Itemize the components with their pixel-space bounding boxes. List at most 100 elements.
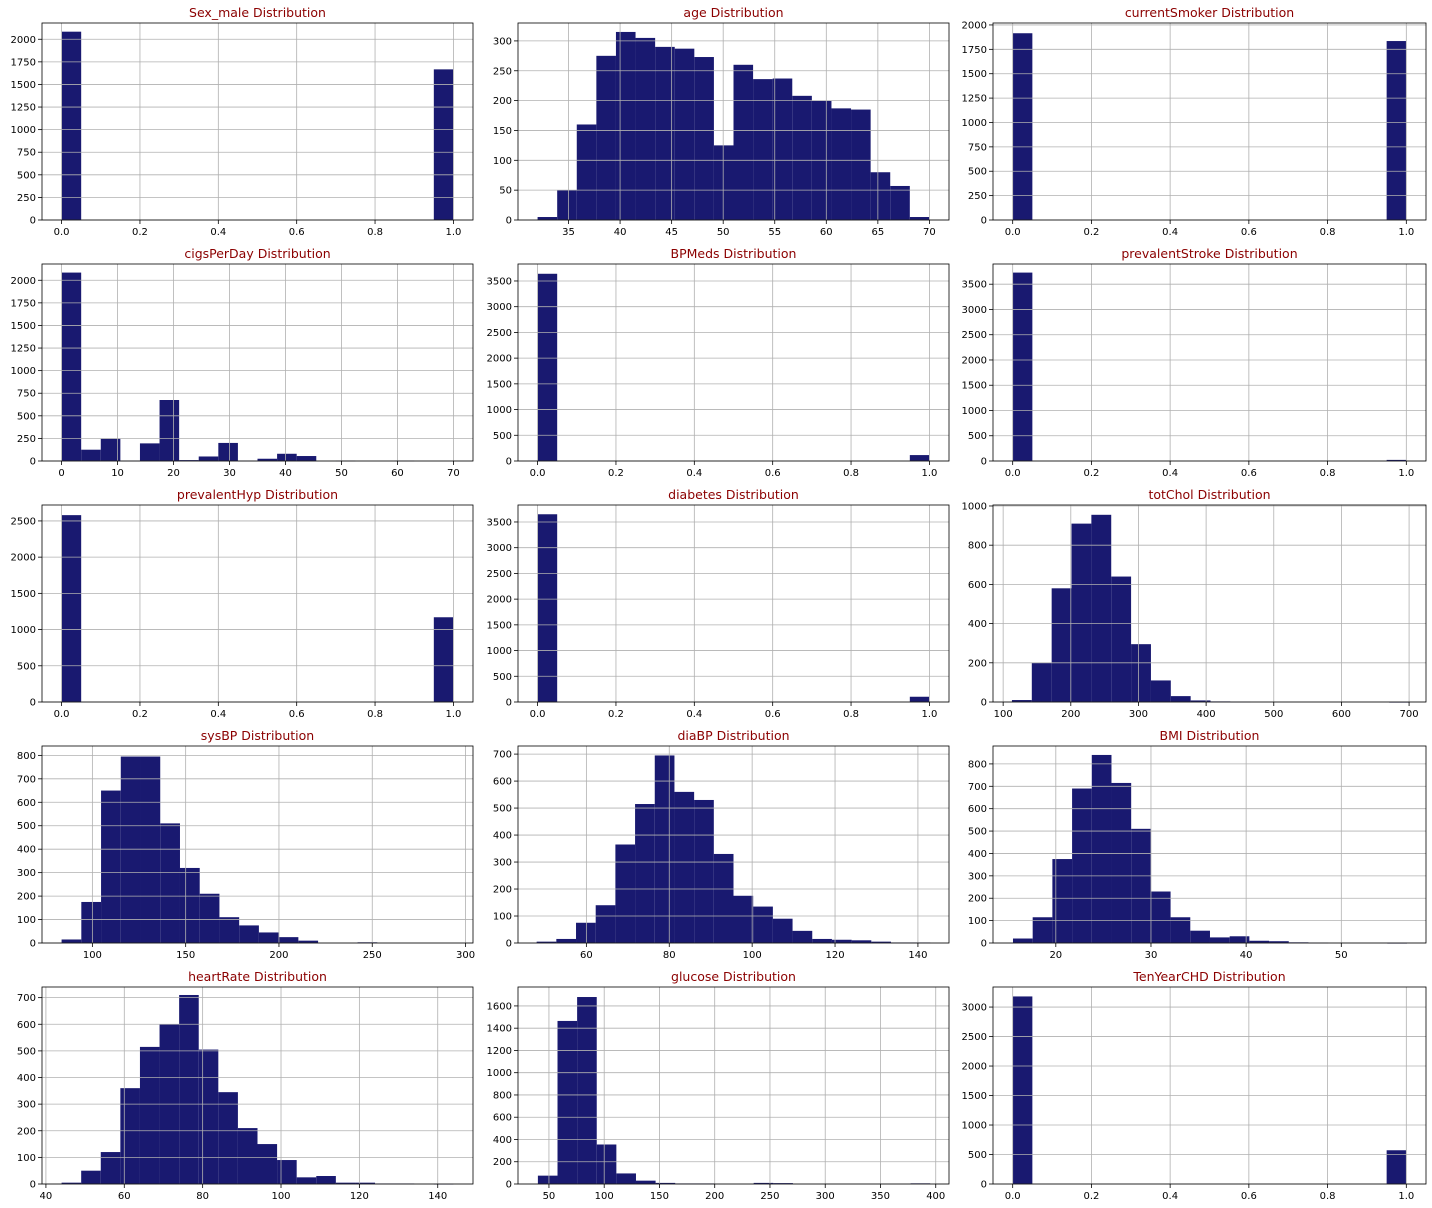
histogram-bar [101,790,121,943]
histogram-bar [160,823,180,943]
y-tick-label: 1000 [962,1121,987,1132]
y-tick-label: 2500 [962,330,987,341]
histogram-bar [831,939,852,943]
histogram-bar [298,940,319,943]
y-tick-label: 600 [493,1113,512,1124]
histogram-bar [1072,788,1092,943]
chart-title: diaBP Distribution [677,728,789,743]
bar-group [1012,33,1407,220]
bar-group [1012,754,1407,944]
x-tick-label: 100 [271,1191,290,1202]
histogram-bar [335,1182,356,1184]
y-tick-label: 800 [17,751,36,762]
y-tick-label: 1750 [962,45,987,56]
histogram-bar [1051,588,1072,702]
y-tick-label: 2000 [487,354,512,365]
x-tick-label: 100 [595,1191,614,1202]
histogram-bar [296,1177,317,1184]
x-tick-label: 400 [926,1191,945,1202]
histogram-bar [615,844,636,943]
histogram-bar [1190,930,1210,943]
y-tick-label: 500 [17,1046,36,1057]
y-tick-label: 0 [506,457,512,468]
y-tick-label: 200 [493,96,512,107]
histogram-bar [871,941,891,943]
histogram-bar [1032,917,1053,943]
x-tick-label: 30 [1145,950,1158,961]
y-tick-label: 0 [981,457,987,468]
x-tick-label: 300 [816,1191,835,1202]
y-tick-label: 2500 [962,1032,987,1043]
axes-frame [41,22,474,221]
y-tick-label: 1000 [487,1068,512,1079]
y-tick-label: 600 [493,777,512,788]
y-tick-label: 3000 [962,305,987,316]
histogram-bar [792,930,813,943]
histogram-bar [355,1182,376,1184]
y-tick-label: 500 [493,431,512,442]
y-tick-label: 800 [968,541,987,552]
x-tick-label: 0.0 [530,709,546,720]
y-tick-label: 2000 [962,20,987,31]
y-tick-label: 750 [17,389,36,400]
histogram-bar [61,1182,82,1184]
bar-group [1011,514,1410,703]
y-tick-label: 700 [968,782,987,793]
axes-frame [992,22,1427,221]
histogram-bar [792,95,812,220]
x-tick-label: 1.0 [445,227,461,238]
histogram-bar [1190,700,1211,702]
y-tick-label: 400 [17,845,36,856]
histogram-bar [1131,828,1151,943]
x-tick-label: 200 [1061,709,1080,720]
histogram-bar [674,48,695,220]
x-tick-label: 0.4 [686,709,702,720]
histogram-bar [635,1180,656,1184]
axes-frame [992,986,1427,1185]
y-tick-label: 800 [493,1090,512,1101]
x-tick-label: 200 [705,1191,724,1202]
y-tick-label: 2000 [962,355,987,366]
histogram-panel: prevalentHyp Distribution 0 500 1000 1500 200… [11,487,474,720]
y-tick-label: 100 [17,915,36,926]
y-tick-label: 2500 [487,328,512,339]
histogram-bar [1386,1150,1407,1184]
y-tick-label: 200 [968,894,987,905]
x-tick-label: 300 [1129,709,1148,720]
y-tick-label: 1000 [962,118,987,129]
histogram-bar [1170,917,1191,943]
x-tick-label: 60 [391,468,404,479]
y-tick-label: 2000 [487,595,512,606]
y-tick-label: 3000 [962,1003,987,1014]
x-tick-label: 50 [543,1191,556,1202]
x-tick-label: 1.0 [921,709,937,720]
y-tick-label: 0 [30,698,36,709]
histogram-panel: age Distribution 0 50 100 150 200 250 300 35 40 45… [493,5,950,238]
x-tick-label: 0.4 [210,709,226,720]
x-tick-label: 65 [871,227,884,238]
histogram-bar [1150,891,1171,943]
axes-frame [992,504,1427,703]
x-tick-label: 0.6 [1241,468,1257,479]
y-tick-label: 0 [30,457,36,468]
x-tick-label: 140 [908,950,927,961]
y-tick-label: 1250 [962,94,987,105]
x-tick-label: 0.8 [367,227,383,238]
y-tick-label: 3000 [487,543,512,554]
y-tick-label: 0 [981,698,987,709]
histogram-panel: currentSmoker Distribution 0 250 500 750 1000… [962,5,1427,238]
histogram-bar [890,185,910,220]
axes-frame [992,745,1427,944]
y-tick-label: 1000 [962,501,987,512]
histogram-bar [596,1144,617,1184]
y-tick-label: 500 [968,431,987,442]
x-tick-label: 0.4 [1162,468,1178,479]
x-tick-label: 1.0 [1398,1191,1414,1202]
histogram-bar [831,108,852,220]
x-tick-label: 0.0 [1005,227,1021,238]
x-tick-label: 400 [1197,709,1216,720]
histogram-panel: TenYearCHD Distribution 0 500 1000 1500 2000 2… [962,969,1427,1202]
x-tick-label: 0.8 [367,709,383,720]
y-tick-label: 100 [968,916,987,927]
y-tick-label: 1000 [487,646,512,657]
